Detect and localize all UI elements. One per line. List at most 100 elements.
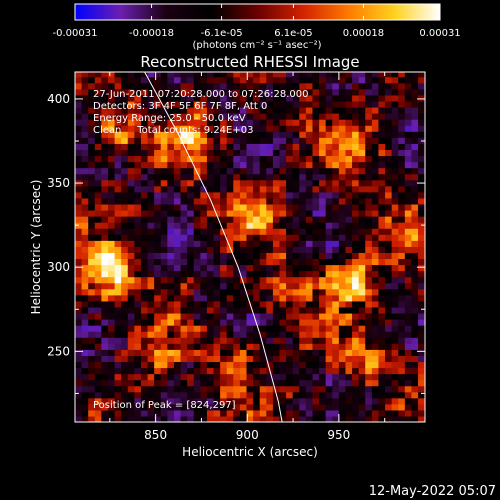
heatmap-cell [81,191,89,199]
heatmap-cell [114,125,122,132]
heatmap-cell [134,173,142,181]
heatmap-cell [358,191,366,199]
heatmap-cell [173,234,182,241]
heatmap-cell [81,331,89,338]
heatmap-cell [292,216,300,223]
heatmap-cell [365,137,373,144]
heatmap-cell [206,155,215,163]
heatmap-cell [114,82,122,90]
heatmap-cell [200,343,208,350]
y-tick-label: 350 [47,176,70,190]
heatmap-cell [134,191,142,199]
heatmap-cell [371,119,380,126]
heatmap-cell [391,373,399,381]
heatmap-cell [154,161,162,169]
heatmap-cell [180,246,188,253]
heatmap-cell [101,119,109,126]
heatmap-cell [239,361,248,369]
heatmap-cell [187,131,195,138]
heatmap-cell [187,282,195,290]
heatmap-cell [101,276,109,284]
heatmap-cell [193,319,201,326]
heatmap-cell [279,264,287,272]
heatmap-cell [160,240,168,247]
heatmap-cell [332,209,340,217]
heatmap-cell [160,94,168,102]
heatmap-cell [180,373,188,381]
heatmap-cell [167,300,175,308]
heatmap-cell [286,191,294,199]
heatmap-cell [312,161,320,169]
heatmap-cell [312,331,320,338]
heatmap-cell [220,306,228,314]
heatmap-cell [140,149,149,157]
heatmap-cell [312,306,320,314]
heatmap-cell [88,276,96,284]
heatmap-cell [418,88,425,96]
heatmap-cell [424,306,425,314]
heatmap-cell [352,403,360,411]
heatmap-cell [187,319,195,326]
heatmap-cell [253,319,261,326]
heatmap-cell [180,125,188,132]
heatmap-cell [187,361,195,369]
heatmap-cell [371,209,380,217]
heatmap-cell [246,137,254,144]
heatmap-cell [305,264,314,272]
heatmap-cell [193,88,201,96]
heatmap-cell [319,88,327,96]
heatmap-cell [94,125,102,132]
heatmap-cell [319,264,327,272]
heatmap-cell [213,240,221,247]
heatmap-cell [193,161,201,169]
heatmap-cell [365,379,373,387]
heatmap-cell [147,349,155,356]
heatmap-cell [418,391,425,399]
heatmap-cell [272,306,281,314]
heatmap-cell [114,361,122,369]
heatmap-cell [173,94,182,102]
heatmap-cell [259,100,267,108]
heatmap-cell [140,228,149,235]
heatmap-cell [253,391,261,399]
heatmap-cell [101,197,109,205]
heatmap-cell [127,203,135,211]
heatmap-cell [371,385,380,393]
heatmap-cell [75,391,83,399]
heatmap-cell [358,306,366,314]
heatmap-cell [338,361,347,369]
heatmap-cell [385,349,393,356]
heatmap-cell [101,100,109,108]
heatmap-cell [239,276,248,284]
heatmap-cell [418,331,425,338]
heatmap-cell [418,234,425,241]
heatmap-cell [345,76,353,84]
heatmap-cell [404,409,413,417]
heatmap-cell [94,409,102,417]
heatmap-cell [266,337,274,344]
heatmap-cell [213,82,221,90]
heatmap-cell [140,373,149,381]
heatmap-cell [239,294,248,302]
heatmap-cell [88,107,96,114]
heatmap-cell [279,72,287,78]
heatmap-cell [187,403,195,411]
heatmap-cell [305,391,314,399]
heatmap-cell [101,246,109,253]
heatmap-cell [253,403,261,411]
heatmap-cell [140,107,149,114]
heatmap-cell [81,113,89,120]
heatmap-cell [147,149,155,157]
heatmap-cell [378,288,386,296]
heatmap-cell [319,355,327,363]
heatmap-cell [233,173,241,181]
heatmap-cell [75,76,83,84]
heatmap-cell [114,276,122,284]
heatmap-cell [352,107,360,114]
heatmap-cell [233,319,241,326]
heatmap-cell [404,282,413,290]
heatmap-cell [292,373,300,381]
heatmap-cell [239,391,248,399]
heatmap-cell [127,397,135,405]
heatmap-cell [391,131,399,138]
